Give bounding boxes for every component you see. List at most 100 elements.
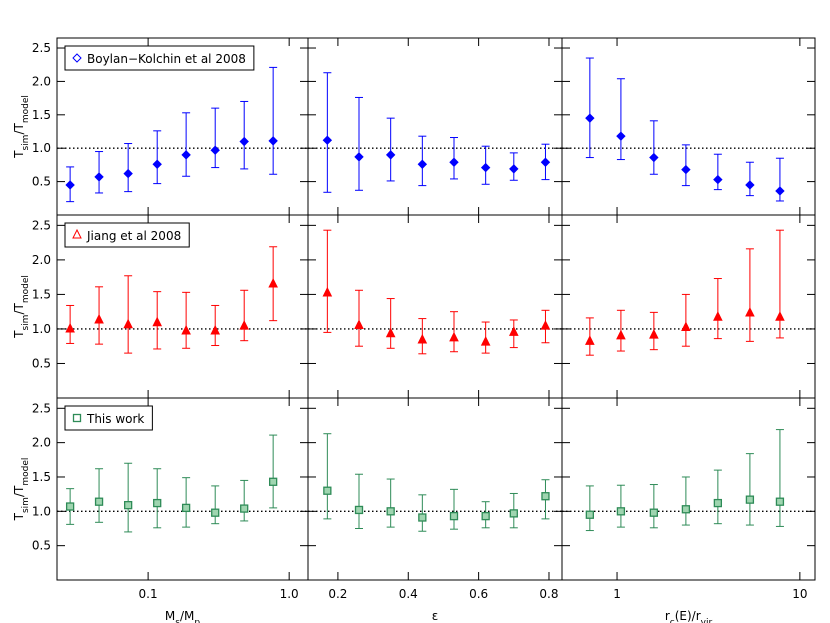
marker bbox=[417, 333, 428, 344]
axis-label-part: model bbox=[21, 95, 31, 123]
legend: Boylan−Kolchin et al 2008 bbox=[64, 45, 255, 71]
axis-label: rc(E)/rvir bbox=[665, 609, 713, 623]
marker bbox=[480, 335, 491, 346]
marker bbox=[65, 322, 75, 333]
marker bbox=[585, 510, 594, 519]
marker bbox=[240, 504, 249, 513]
axis-label: Tsim/Tmodel bbox=[12, 458, 31, 522]
marker bbox=[322, 286, 333, 297]
marker bbox=[745, 180, 755, 190]
axis-label-part: model bbox=[21, 275, 31, 303]
marker bbox=[449, 157, 459, 167]
marker bbox=[681, 321, 691, 332]
axis-label-part: p bbox=[194, 618, 200, 623]
marker bbox=[72, 228, 82, 239]
marker bbox=[268, 277, 278, 288]
marker bbox=[745, 306, 755, 317]
marker bbox=[418, 513, 427, 522]
axis-label-part: s bbox=[175, 618, 180, 623]
marker bbox=[649, 508, 659, 517]
marker bbox=[417, 159, 428, 169]
panel-frame bbox=[561, 214, 816, 399]
x-tick-label: 0.6 bbox=[469, 587, 488, 601]
y-tick-label: 2.5 bbox=[32, 218, 51, 232]
y-tick-label: 0.5 bbox=[32, 175, 51, 189]
marker bbox=[153, 498, 162, 508]
y-tick-label: 1.0 bbox=[32, 504, 51, 518]
x-tick-label: 0.2 bbox=[328, 587, 347, 601]
marker bbox=[775, 186, 785, 196]
panel-frame bbox=[307, 397, 563, 581]
axis-label-part: /M bbox=[180, 609, 194, 623]
axis-label-part: T bbox=[12, 150, 26, 159]
marker bbox=[713, 498, 723, 508]
marker bbox=[152, 316, 163, 327]
axis-label-part: c bbox=[670, 618, 675, 623]
marker bbox=[585, 113, 595, 123]
marker bbox=[94, 497, 104, 506]
marker bbox=[181, 150, 191, 160]
marker bbox=[540, 320, 551, 330]
marker bbox=[616, 507, 626, 516]
marker bbox=[94, 172, 104, 182]
marker bbox=[94, 313, 104, 324]
axis-label-part: r bbox=[665, 609, 670, 623]
legend-box bbox=[64, 45, 255, 71]
marker bbox=[509, 509, 518, 518]
panel-frame bbox=[307, 37, 563, 216]
x-tick-label: 0.1 bbox=[139, 587, 158, 601]
marker bbox=[775, 311, 785, 321]
legend: Jiang et al 2008 bbox=[64, 222, 190, 248]
marker bbox=[181, 324, 191, 335]
axis-label-part: sim bbox=[21, 315, 31, 331]
axis-label-part: sim bbox=[21, 135, 31, 151]
marker bbox=[322, 135, 333, 145]
y-tick-label: 2.5 bbox=[32, 41, 51, 55]
marker bbox=[124, 500, 133, 510]
marker bbox=[354, 319, 364, 329]
axis-label-part: (E)/r bbox=[675, 609, 701, 623]
marker bbox=[268, 136, 278, 146]
axis-label-part: ε bbox=[432, 609, 439, 623]
marker bbox=[449, 331, 459, 342]
legend: This work bbox=[64, 405, 153, 431]
y-tick-label: 0.5 bbox=[32, 356, 51, 370]
marker bbox=[269, 477, 278, 486]
marker bbox=[713, 311, 723, 321]
marker bbox=[508, 326, 519, 336]
axis-label-part: M bbox=[165, 609, 175, 623]
marker bbox=[354, 152, 364, 162]
marker bbox=[681, 164, 691, 175]
y-tick-label: 1.5 bbox=[32, 470, 51, 484]
marker bbox=[72, 53, 82, 63]
marker bbox=[210, 145, 220, 155]
y-tick-label: 1.0 bbox=[32, 141, 51, 155]
marker bbox=[649, 329, 659, 339]
legend-label: Boylan−Kolchin et al 2008 bbox=[87, 52, 246, 66]
legend-label: This work bbox=[86, 412, 144, 426]
axis-label-part: /T bbox=[12, 123, 26, 135]
axis-label-part: vir bbox=[701, 618, 713, 623]
marker bbox=[616, 131, 626, 141]
y-tick-label: 0.5 bbox=[32, 539, 51, 553]
marker bbox=[323, 486, 332, 495]
y-tick-label: 1.5 bbox=[32, 287, 51, 301]
axis-label: ε bbox=[432, 609, 439, 623]
x-tick-label: 0.4 bbox=[399, 587, 418, 601]
marker bbox=[181, 503, 191, 513]
marker bbox=[211, 508, 220, 517]
marker bbox=[123, 318, 133, 329]
marker bbox=[509, 164, 519, 174]
marker bbox=[386, 507, 395, 516]
axis-label-part: T bbox=[12, 330, 26, 339]
marker bbox=[541, 492, 550, 501]
marker bbox=[616, 329, 626, 340]
axis-label-part: /T bbox=[12, 303, 26, 315]
marker bbox=[72, 413, 82, 423]
marker bbox=[152, 159, 162, 169]
legend-label: Jiang et al 2008 bbox=[86, 229, 181, 243]
axis-label: Tsim/Tmodel bbox=[12, 95, 31, 159]
marker bbox=[540, 157, 551, 167]
x-tick-label: 1.0 bbox=[280, 587, 299, 601]
